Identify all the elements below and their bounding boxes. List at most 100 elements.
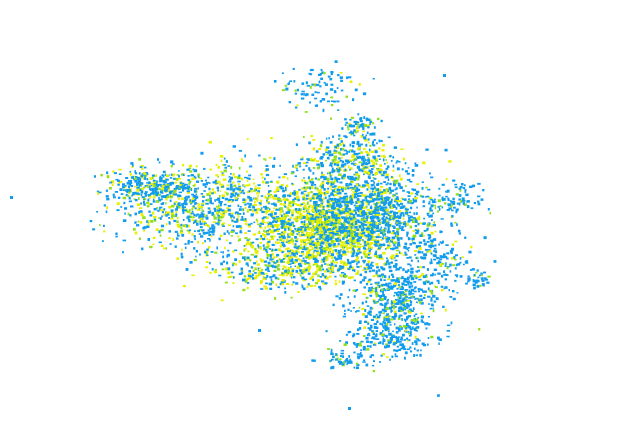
- point: [128, 189, 131, 192]
- point: [286, 238, 289, 242]
- point: [334, 258, 338, 261]
- point: [189, 164, 193, 168]
- point: [364, 320, 368, 323]
- point: [284, 213, 288, 216]
- point: [296, 196, 299, 200]
- point: [122, 251, 124, 254]
- point: [220, 299, 224, 302]
- point: [257, 195, 259, 197]
- point: [391, 316, 395, 319]
- point: [212, 230, 216, 232]
- point: [414, 162, 417, 165]
- point: [370, 354, 375, 357]
- point: [295, 215, 298, 218]
- point: [324, 220, 327, 223]
- point: [376, 214, 379, 216]
- point: [333, 256, 337, 259]
- point: [280, 241, 284, 244]
- point: [394, 315, 398, 318]
- point: [395, 335, 398, 338]
- point: [378, 147, 381, 150]
- point: [361, 212, 365, 214]
- point: [111, 183, 114, 186]
- point: [459, 199, 462, 203]
- point: [446, 330, 450, 332]
- point: [291, 182, 294, 185]
- point: [308, 241, 312, 244]
- point: [334, 211, 337, 214]
- point: [352, 247, 355, 251]
- point: [228, 232, 230, 235]
- point: [213, 214, 216, 218]
- point: [165, 214, 168, 217]
- point: [357, 208, 359, 211]
- point: [338, 195, 342, 199]
- point: [336, 143, 340, 147]
- point: [387, 278, 391, 281]
- point: [197, 240, 199, 244]
- point: [105, 189, 109, 192]
- point: [405, 296, 408, 298]
- point: [382, 158, 385, 162]
- point: [314, 209, 317, 212]
- point: [356, 310, 360, 312]
- point: [418, 250, 421, 254]
- point: [393, 146, 397, 149]
- point: [245, 278, 248, 282]
- point: [422, 222, 426, 225]
- point: [441, 197, 444, 201]
- point: [192, 177, 196, 180]
- point: [358, 344, 362, 347]
- point: [331, 232, 334, 235]
- point: [425, 274, 428, 277]
- point: [351, 195, 355, 199]
- point: [400, 237, 403, 240]
- point: [303, 92, 305, 96]
- point: [329, 275, 332, 278]
- point: [307, 236, 311, 238]
- point: [262, 244, 265, 247]
- point: [138, 193, 141, 195]
- point: [359, 209, 362, 212]
- point: [309, 157, 313, 161]
- point: [201, 219, 204, 222]
- point: [307, 272, 311, 275]
- point: [476, 200, 480, 203]
- point: [392, 343, 396, 346]
- point: [209, 199, 212, 203]
- point: [394, 291, 398, 294]
- point: [407, 263, 411, 266]
- point: [193, 189, 197, 193]
- point: [292, 230, 295, 234]
- point: [370, 168, 374, 170]
- point: [238, 272, 242, 275]
- point: [164, 185, 168, 189]
- point: [432, 212, 435, 215]
- point: [429, 289, 433, 293]
- point: [330, 96, 334, 99]
- point: [168, 191, 171, 195]
- point: [373, 223, 377, 226]
- point: [441, 206, 444, 209]
- point: [366, 183, 370, 187]
- point: [370, 324, 373, 327]
- point: [364, 244, 367, 247]
- point: [390, 204, 393, 207]
- point: [200, 212, 204, 215]
- point: [329, 247, 332, 250]
- point: [397, 184, 401, 187]
- point: [389, 244, 392, 247]
- point: [307, 158, 310, 161]
- point: [353, 250, 356, 254]
- point: [232, 199, 234, 202]
- point: [327, 157, 330, 160]
- point: [332, 202, 336, 205]
- point: [382, 342, 384, 345]
- point: [331, 189, 335, 192]
- point: [317, 166, 320, 170]
- point: [395, 249, 400, 252]
- point: [295, 164, 299, 167]
- point: [198, 233, 202, 235]
- point: [262, 221, 266, 224]
- point: [299, 259, 303, 262]
